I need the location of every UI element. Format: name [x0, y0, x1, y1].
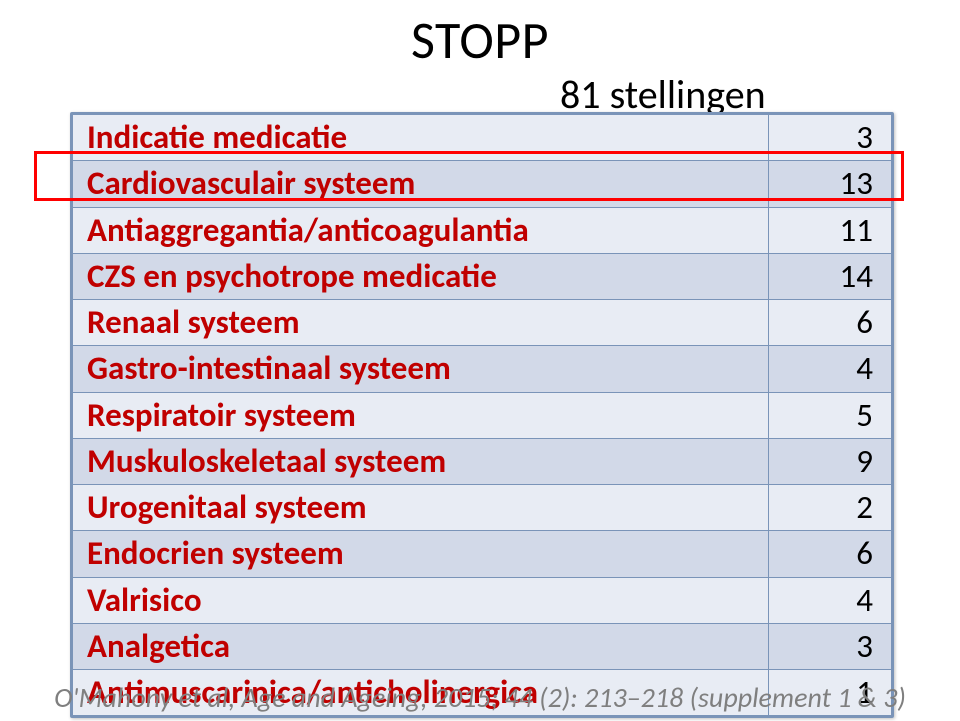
- table-row: Urogenitaal systeem2: [73, 485, 892, 531]
- row-value: 2: [769, 485, 892, 531]
- table-row: Analgetica3: [73, 623, 892, 669]
- table-row: Renaal systeem6: [73, 300, 892, 346]
- row-label: Muskuloskeletaal systeem: [73, 438, 769, 484]
- row-value: 3: [769, 115, 892, 161]
- row-value: 4: [769, 577, 892, 623]
- page-title: STOPP: [0, 8, 960, 72]
- row-label: Antiaggregantia/anticoagulantia: [73, 207, 769, 253]
- row-value: 5: [769, 392, 892, 438]
- row-label: Cardiovasculair systeem: [73, 161, 769, 207]
- table-row: CZS en psychotrope medicatie14: [73, 253, 892, 299]
- row-value: 13: [769, 161, 892, 207]
- row-value: 9: [769, 438, 892, 484]
- row-label: Respiratoir systeem: [73, 392, 769, 438]
- data-table: Indicatie medicatie3Cardiovasculair syst…: [72, 114, 892, 716]
- citation: O'Mahony et al, Age and Ageing, 2015; 44…: [0, 680, 960, 715]
- row-label: Valrisico: [73, 577, 769, 623]
- table-row: Indicatie medicatie3: [73, 115, 892, 161]
- row-label: Gastro-intestinaal systeem: [73, 346, 769, 392]
- row-value: 6: [769, 300, 892, 346]
- row-value: 6: [769, 531, 892, 577]
- row-label: Renaal systeem: [73, 300, 769, 346]
- table-row: Respiratoir systeem5: [73, 392, 892, 438]
- row-label: Analgetica: [73, 623, 769, 669]
- row-label: Endocrien systeem: [73, 531, 769, 577]
- row-label: Indicatie medicatie: [73, 115, 769, 161]
- row-label: Urogenitaal systeem: [73, 485, 769, 531]
- table-row: Endocrien systeem6: [73, 531, 892, 577]
- table-row: Valrisico4: [73, 577, 892, 623]
- table-row: Gastro-intestinaal systeem4: [73, 346, 892, 392]
- row-label: CZS en psychotrope medicatie: [73, 253, 769, 299]
- table-row: Cardiovasculair systeem13: [73, 161, 892, 207]
- row-value: 4: [769, 346, 892, 392]
- table-row: Antiaggregantia/anticoagulantia11: [73, 207, 892, 253]
- row-value: 3: [769, 623, 892, 669]
- table-row: Muskuloskeletaal systeem9: [73, 438, 892, 484]
- row-value: 11: [769, 207, 892, 253]
- stopp-table: Indicatie medicatie3Cardiovasculair syst…: [70, 112, 894, 718]
- row-value: 14: [769, 253, 892, 299]
